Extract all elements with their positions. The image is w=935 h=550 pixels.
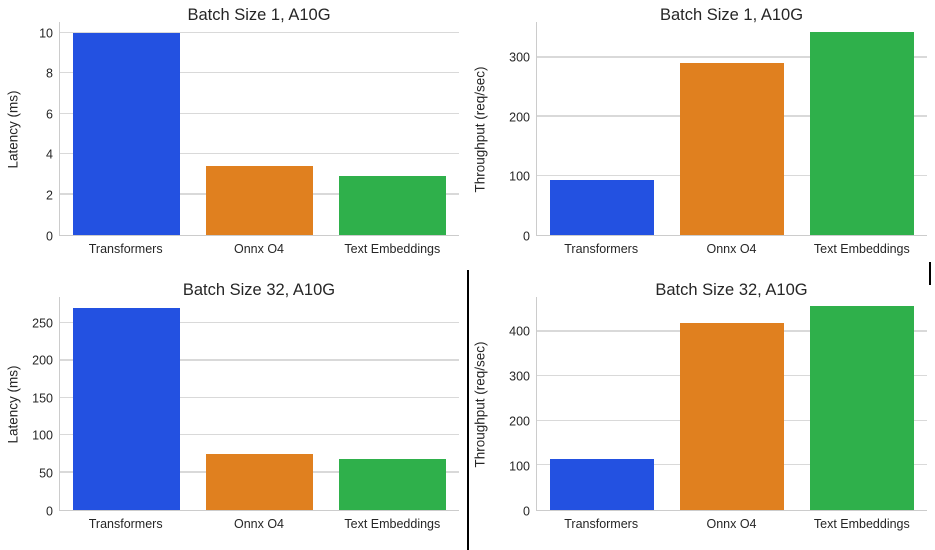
- plot-area: [59, 22, 459, 236]
- gridline: [60, 359, 459, 361]
- x-tick-label: Onnx O4: [706, 242, 757, 256]
- x-axis-ticks: Transformers Onnx O4 Text Embeddings: [59, 242, 459, 256]
- x-axis-ticks: Transformers Onnx O4 Text Embeddings: [536, 517, 927, 531]
- y-tick-label: 200: [509, 414, 530, 429]
- gridline: [60, 152, 459, 155]
- bar-transformers: [73, 308, 180, 510]
- bar-onnx-o4: [206, 166, 313, 235]
- plot-area: [536, 297, 927, 511]
- gridline: [60, 31, 459, 34]
- bar-transformers: [550, 179, 654, 235]
- gridline: [60, 321, 459, 324]
- bar-transformers: [73, 33, 180, 235]
- bar-onnx-o4: [680, 63, 784, 235]
- y-tick-label: 0: [46, 503, 53, 518]
- bar-onnx-o4: [206, 453, 313, 510]
- y-tick-label: 2: [46, 188, 53, 203]
- x-axis-ticks: Transformers Onnx O4 Text Embeddings: [536, 242, 927, 256]
- x-tick-label: Onnx O4: [233, 517, 284, 531]
- y-tick-label: 200: [509, 109, 530, 124]
- y-axis-ticks: 0 2 4 6 8 10: [0, 22, 53, 242]
- y-tick-label: 6: [46, 107, 53, 122]
- x-tick-label: Transformers: [88, 517, 163, 531]
- y-tick-label: 100: [32, 428, 53, 443]
- x-tick-label: Text Embeddings: [813, 242, 910, 256]
- y-tick-label: 4: [46, 147, 53, 162]
- y-tick-label: 400: [509, 324, 530, 339]
- chart-title: Batch Size 1, A10G: [659, 6, 804, 24]
- y-tick-label: 200: [32, 353, 53, 368]
- gridline: [60, 112, 459, 114]
- gridline: [537, 56, 927, 58]
- y-axis-ticks: 0 100 200 300: [467, 22, 530, 241]
- gridline: [60, 72, 459, 74]
- chart-batch32-latency: Batch Size 32, A10G Latency (ms) 0 50 100 1…: [0, 275, 467, 550]
- y-tick-label: 300: [509, 50, 530, 65]
- bar-transformers: [550, 458, 654, 510]
- y-axis-ticks: 0 100 200 300 400: [467, 297, 530, 517]
- y-tick-label: 0: [523, 228, 530, 243]
- bar-text-embeddings: [810, 306, 914, 510]
- y-tick-label: 100: [509, 458, 530, 473]
- x-tick-label: Onnx O4: [706, 517, 757, 531]
- x-tick-label: Transformers: [564, 242, 639, 256]
- plot-area: [536, 22, 927, 236]
- x-tick-label: Text Embeddings: [813, 517, 910, 531]
- chart-title: Batch Size 32, A10G: [655, 281, 808, 299]
- gridline: [60, 396, 459, 398]
- y-tick-label: 10: [39, 25, 53, 40]
- x-tick-label: Transformers: [564, 517, 639, 531]
- chart-batch32-throughput: Batch Size 32, A10G Throughput (req/sec)…: [467, 275, 935, 550]
- bar-text-embeddings: [339, 459, 446, 510]
- x-tick-label: Text Embeddings: [344, 517, 441, 531]
- x-tick-label: Onnx O4: [233, 242, 284, 256]
- chart-batch1-throughput: Batch Size 1, A10G Throughput (req/sec) …: [467, 0, 935, 275]
- chart-title: Batch Size 1, A10G: [187, 6, 331, 24]
- plot-area: [59, 297, 459, 511]
- y-tick-label: 100: [509, 169, 530, 184]
- y-tick-label: 150: [32, 391, 53, 406]
- chart-title: Batch Size 32, A10G: [182, 281, 336, 299]
- y-axis-ticks: 0 50 100 150 200 250: [0, 297, 53, 517]
- y-tick-label: 250: [32, 316, 53, 331]
- y-tick-label: 0: [523, 503, 530, 518]
- bar-onnx-o4: [680, 322, 784, 510]
- y-tick-label: 8: [46, 66, 53, 81]
- bar-text-embeddings: [810, 32, 914, 235]
- gridline: [60, 433, 459, 436]
- border-fragment-line: [929, 262, 931, 285]
- y-tick-label: 50: [39, 466, 53, 481]
- x-tick-label: Transformers: [88, 242, 163, 256]
- y-tick-label: 300: [509, 369, 530, 384]
- divider-line: [467, 270, 469, 550]
- x-tick-label: Text Embeddings: [344, 242, 441, 256]
- x-axis-ticks: Transformers Onnx O4 Text Embeddings: [59, 517, 459, 531]
- chart-batch1-latency: Batch Size 1, A10G Latency (ms) 0 2 4 6 8 10 …: [0, 0, 467, 275]
- bar-text-embeddings: [339, 176, 446, 235]
- y-tick-label: 0: [46, 228, 53, 243]
